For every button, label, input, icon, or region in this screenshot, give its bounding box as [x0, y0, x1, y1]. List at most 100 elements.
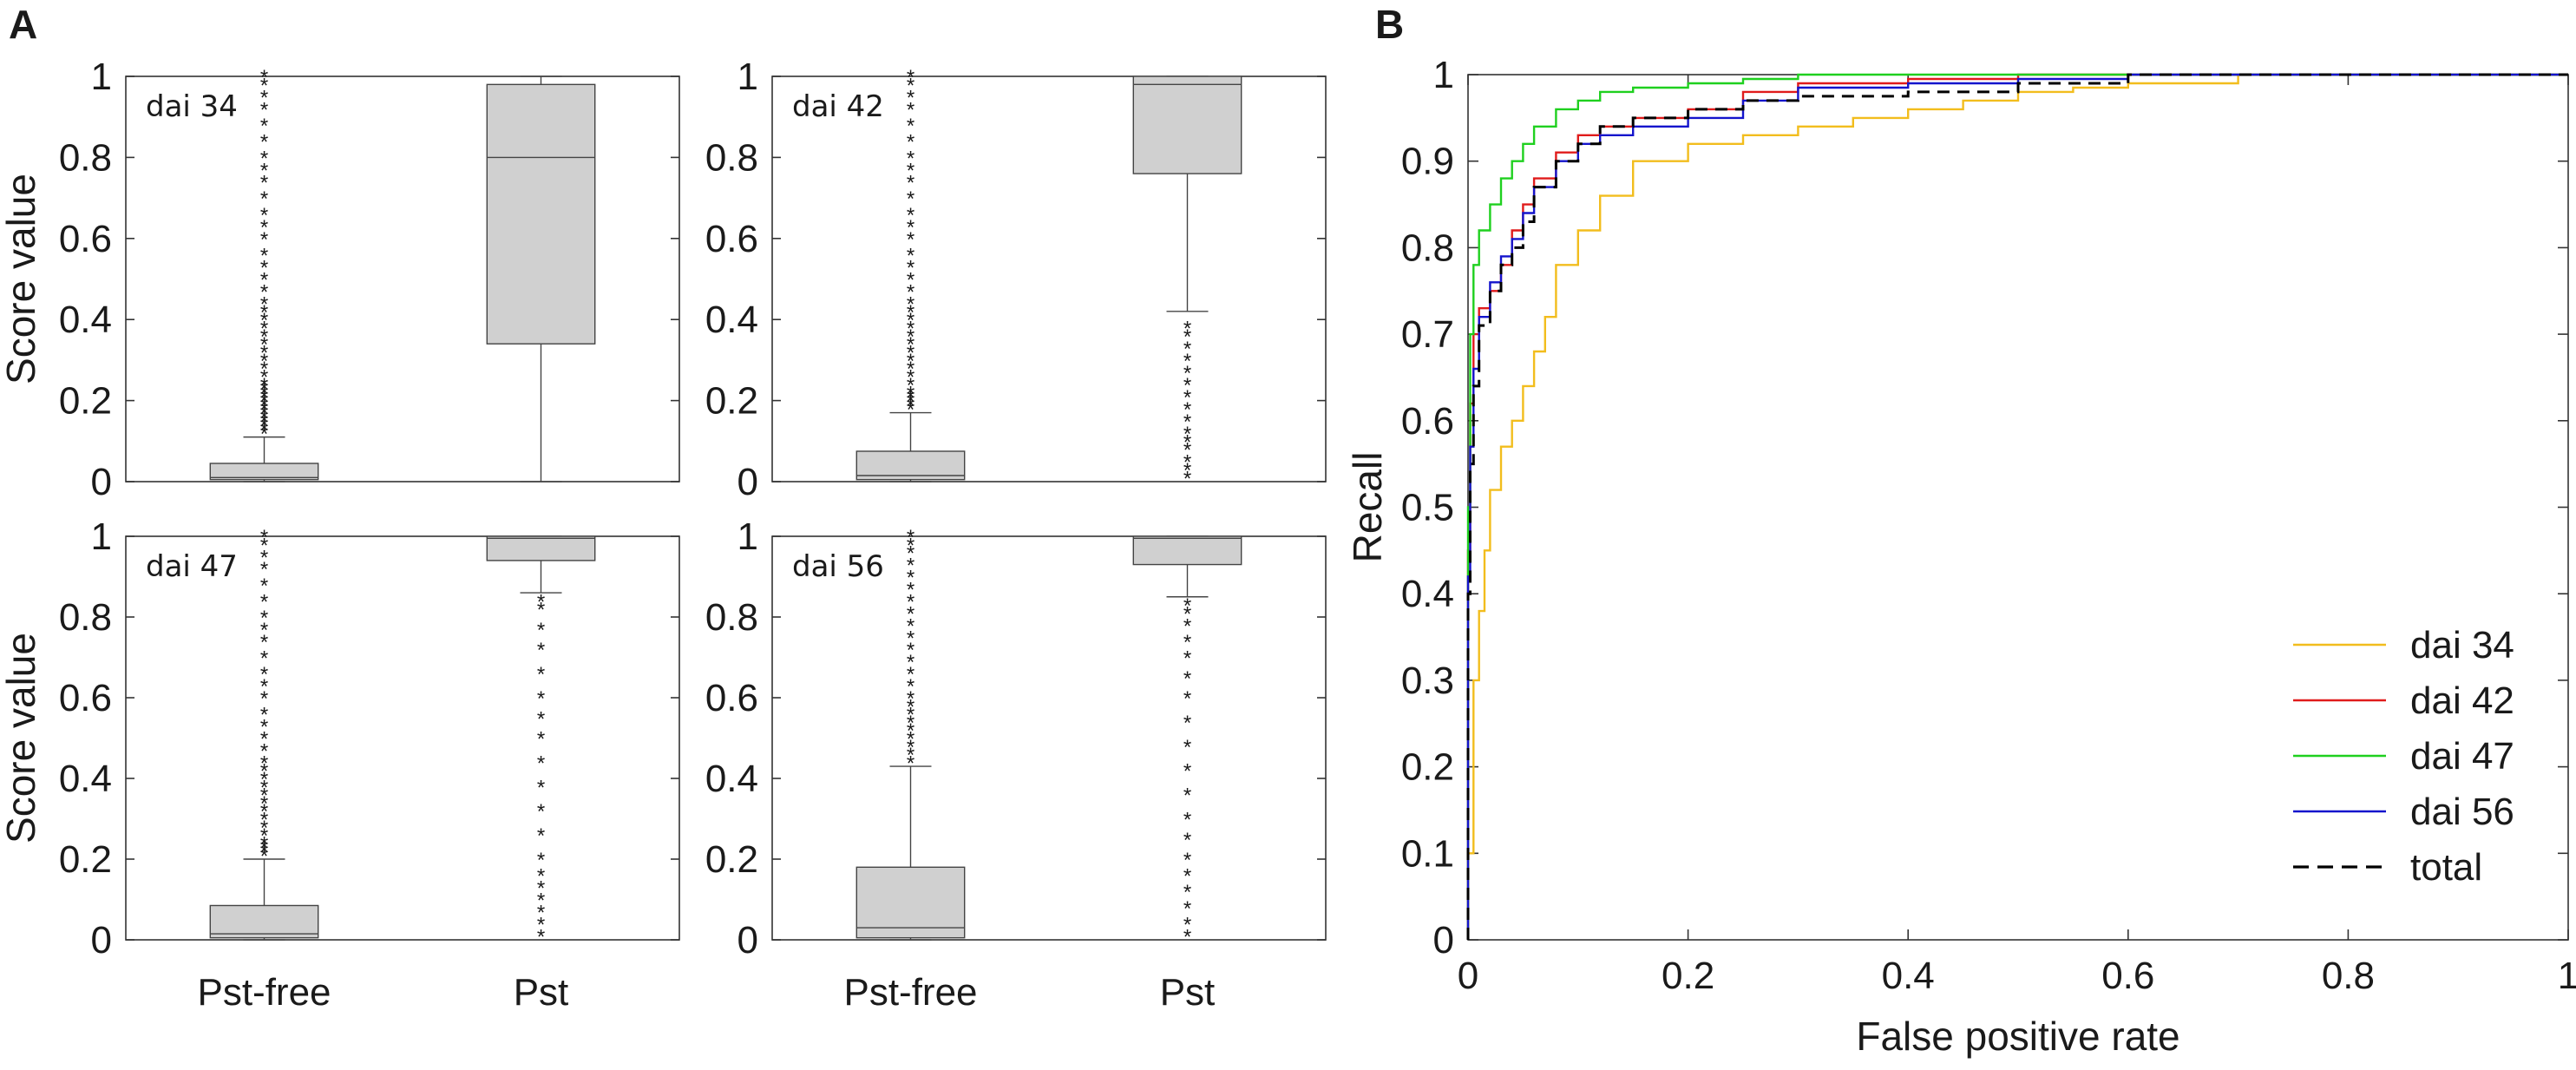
x-tick-label: 0.8	[2322, 955, 2375, 997]
x-category-label: Pst	[1160, 971, 1216, 1014]
panel-letter-b: B	[1375, 2, 1404, 47]
panel-letter-a: A	[9, 2, 37, 47]
outlier-point: *	[1183, 687, 1191, 711]
outlier-point: *	[260, 131, 268, 154]
outlier-point: *	[260, 574, 268, 598]
y-tick-label: 0.2	[705, 838, 758, 881]
outlier-point: *	[1183, 374, 1191, 397]
outlier-point: *	[1183, 467, 1191, 490]
outlier-point: *	[260, 800, 268, 824]
outlier-point: *	[907, 342, 914, 365]
outlier-point: *	[1183, 439, 1191, 463]
outlier-point: *	[1183, 338, 1191, 361]
outlier-point: *	[260, 607, 268, 630]
outlier-point: *	[907, 204, 914, 227]
x-tick-label: 0.2	[1662, 955, 1714, 997]
outlier-point: *	[907, 602, 914, 626]
y-tick-label: 1	[1433, 54, 1454, 96]
outlier-point: *	[537, 865, 545, 889]
outlier-point: *	[907, 301, 914, 325]
outlier-point: *	[907, 147, 914, 170]
outlier-point: *	[907, 281, 914, 305]
outlier-point: *	[260, 590, 268, 614]
outlier-point: *	[907, 567, 914, 590]
y-tick-label: 0.4	[59, 758, 112, 800]
outlier-point: *	[260, 187, 268, 211]
outlier-point: *	[907, 256, 914, 279]
plot-title: dai 47	[146, 549, 238, 584]
outlier-point: *	[907, 578, 914, 601]
outlier-point: *	[907, 687, 914, 711]
outlier-point: *	[260, 687, 268, 711]
outlier-point: *	[1183, 647, 1191, 671]
outlier-point: *	[907, 728, 914, 752]
outlier-point: *	[1183, 398, 1191, 422]
y-tick-label: 0.2	[59, 838, 112, 881]
outlier-point: *	[260, 752, 268, 775]
outlier-point: *	[260, 768, 268, 791]
outlier-point: *	[907, 675, 914, 699]
plot-title: dai 56	[792, 549, 884, 584]
outlier-point: *	[260, 228, 268, 252]
outlier-point: *	[907, 244, 914, 267]
plot-frame	[771, 75, 1327, 482]
y-tick-label: 0.8	[1401, 226, 1454, 269]
outlier-point: *	[537, 824, 545, 848]
outlier-point: *	[260, 832, 268, 856]
outlier-point: *	[1183, 430, 1191, 454]
y-axis-label: Recall	[1345, 452, 1390, 563]
outlier-point: *	[260, 817, 268, 840]
y-tick-label: 0.2	[1401, 746, 1454, 789]
outlier-point: *	[1183, 809, 1191, 832]
plot-title: dai 34	[146, 89, 238, 124]
y-tick-label: 0.6	[705, 677, 758, 719]
outlier-point: *	[537, 599, 545, 622]
outlier-point: *	[907, 318, 914, 341]
outlier-point: *	[260, 171, 268, 194]
box-pst-free	[855, 450, 966, 481]
outlier-point: *	[907, 293, 914, 317]
outlier-point: *	[1183, 386, 1191, 410]
outlier-point: *	[260, 366, 268, 390]
outlier-point: *	[537, 619, 545, 642]
outlier-point: *	[1183, 594, 1191, 618]
outlier-point: *	[260, 410, 268, 434]
roc-series-dai-47	[1466, 73, 2568, 940]
outlier-point: *	[260, 318, 268, 341]
outlier-point: *	[260, 86, 268, 109]
outlier-point: *	[260, 301, 268, 325]
outlier-point: *	[907, 555, 914, 578]
x-tick-label: 0.4	[1882, 955, 1935, 997]
y-tick-label: 0.2	[59, 380, 112, 423]
outlier-point: *	[260, 776, 268, 799]
outlier-point: *	[260, 325, 268, 349]
outlier-point: *	[260, 418, 268, 442]
y-tick-label: 0.4	[705, 299, 758, 341]
outlier-point: *	[260, 406, 268, 430]
roc-series-dai-34	[1466, 73, 2568, 940]
outlier-point: *	[537, 707, 545, 731]
y-tick-label: 0.4	[1401, 573, 1454, 615]
outlier-point: *	[907, 651, 914, 674]
outlier-point: *	[907, 74, 914, 97]
outlier-point: *	[1183, 784, 1191, 808]
box-pst-free	[209, 904, 319, 939]
outlier-point: *	[260, 358, 268, 381]
outlier-point: *	[1183, 318, 1191, 341]
outlier-point: *	[907, 639, 914, 662]
outlier-point: *	[907, 325, 914, 349]
roc-series-total	[1466, 73, 2568, 940]
y-axis-label: Score value	[0, 174, 43, 384]
outlier-point: *	[260, 675, 268, 699]
x-tick-label: 1	[2558, 955, 2576, 997]
outlier-point: *	[1183, 760, 1191, 784]
outlier-point: *	[260, 256, 268, 279]
plot-title: dai 42	[792, 89, 884, 124]
outlier-point: *	[260, 837, 268, 860]
outlier-point: *	[1183, 897, 1191, 921]
outlier-point: *	[907, 269, 914, 292]
x-category-label: Pst-free	[197, 971, 331, 1014]
outlier-point: *	[537, 901, 545, 924]
y-tick-label: 0	[1433, 919, 1454, 962]
